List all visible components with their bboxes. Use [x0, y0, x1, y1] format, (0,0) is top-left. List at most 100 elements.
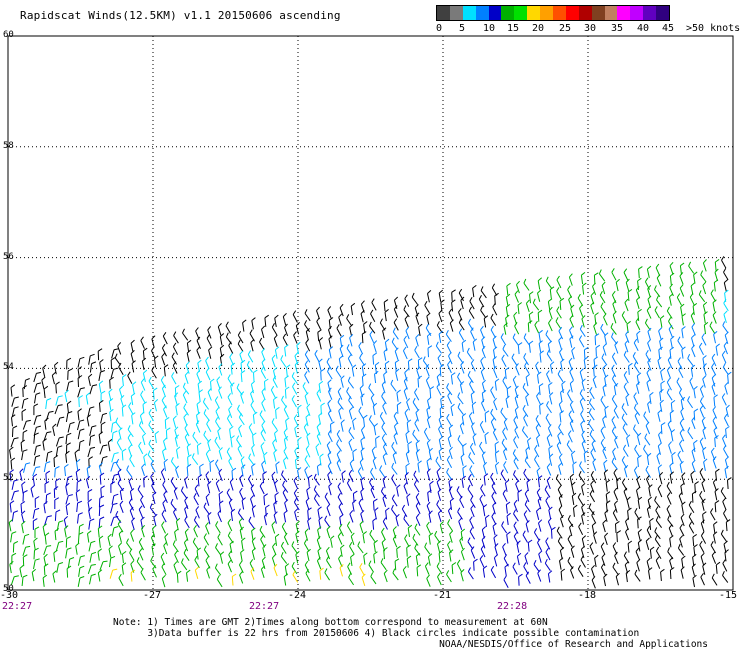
wind-barb: [699, 468, 705, 481]
wind-barb: [186, 443, 192, 456]
wind-barb: [415, 334, 420, 347]
wind-barb: [435, 456, 442, 469]
wind-barb: [702, 446, 707, 460]
wind-barb: [51, 371, 56, 385]
wind-barb: [655, 556, 661, 569]
wind-barb: [722, 570, 729, 583]
wind-barb: [415, 449, 420, 462]
wind-barb: [687, 427, 694, 440]
wind-barb: [404, 534, 410, 547]
wind-barb: [502, 376, 508, 389]
wind-barb: [261, 325, 266, 339]
wind-barb: [78, 439, 85, 452]
wind-barb: [127, 371, 133, 384]
wind-barb: [294, 446, 299, 460]
wind-barb: [148, 420, 155, 433]
wind-barb: [98, 431, 104, 444]
wind-barb: [669, 410, 675, 423]
wind-barb: [250, 338, 255, 352]
wind-barb: [680, 566, 685, 579]
wind-barb: [558, 423, 564, 436]
wind-barb: [259, 525, 266, 538]
wind-barb: [89, 573, 96, 585]
wind-barb: [405, 430, 410, 443]
wind-barb: [625, 330, 630, 343]
color-scale-label: 20: [532, 23, 545, 34]
wind-barb: [558, 326, 564, 340]
latitude-label: 56: [3, 251, 14, 262]
wind-barb: [501, 354, 507, 367]
wind-barb: [616, 530, 621, 543]
wind-barb: [22, 554, 28, 567]
wind-barb: [513, 521, 519, 534]
wind-barb: [625, 527, 630, 541]
wind-barb: [536, 507, 541, 521]
wind-barb: [203, 545, 210, 558]
wind-speed-color-scale: 0 5 10 15 20 25 30 35 40 45 >50 knots: [436, 5, 740, 35]
wind-barb: [413, 470, 420, 483]
wind-barb: [504, 479, 510, 492]
wind-barb: [33, 425, 41, 437]
wind-barb: [284, 386, 290, 399]
wind-barb: [666, 481, 673, 495]
wind-barb: [65, 432, 72, 445]
wind-barb: [438, 550, 444, 563]
wind-barb: [394, 359, 400, 372]
wind-barb: [556, 275, 562, 289]
wind-barb: [666, 306, 673, 319]
wind-barb: [438, 330, 444, 343]
color-scale-label: 10: [483, 23, 496, 34]
wind-barb: [689, 293, 695, 306]
wind-barb: [44, 481, 50, 493]
wind-barb: [151, 346, 156, 360]
color-scale-label: 5: [459, 23, 466, 34]
wind-barb: [131, 517, 136, 530]
wind-barb: [65, 494, 73, 505]
wind-barb: [600, 426, 606, 439]
wind-barb: [611, 268, 617, 281]
wind-barb: [511, 353, 518, 366]
wind-barb: [603, 313, 608, 326]
wind-barb: [330, 421, 335, 434]
wind-barb: [362, 531, 368, 544]
wind-barb: [328, 346, 334, 359]
wind-barb: [205, 449, 211, 463]
wind-barb: [274, 429, 279, 443]
wind-barb: [77, 428, 85, 440]
wind-barb: [183, 413, 188, 426]
wind-barb: [391, 504, 398, 517]
wind-barb: [165, 427, 171, 440]
wind-barb: [636, 330, 641, 343]
wind-barb: [303, 423, 309, 436]
wind-barb: [417, 460, 422, 473]
wind-barb: [524, 456, 531, 469]
wind-barb: [203, 430, 210, 443]
wind-barb: [545, 537, 551, 550]
wind-barb: [338, 554, 343, 568]
wind-barb: [10, 437, 19, 448]
wind-barb: [313, 473, 320, 486]
wind-barb: [260, 535, 266, 548]
wind-barb: [467, 567, 474, 580]
wind-barb: [368, 415, 376, 428]
wind-barb: [120, 394, 125, 408]
wind-barb: [77, 408, 82, 421]
wind-barb: [588, 408, 595, 421]
wind-barb: [555, 474, 563, 487]
wind-barb: [479, 420, 485, 434]
wind-barb: [593, 531, 598, 544]
wind-barb: [339, 303, 344, 317]
wind-barb: [545, 413, 551, 426]
wind-barb: [206, 566, 211, 579]
wind-barb: [250, 567, 255, 580]
wind-barb: [446, 341, 452, 354]
wind-barb: [556, 526, 563, 539]
wind-barb: [556, 287, 562, 300]
wind-barb: [613, 487, 618, 501]
wind-barb: [646, 306, 652, 319]
wind-barb: [396, 545, 401, 558]
wind-barbs: [8, 256, 732, 589]
wind-barb: [698, 290, 706, 303]
wind-barb: [350, 302, 356, 316]
wind-barb: [702, 511, 707, 524]
